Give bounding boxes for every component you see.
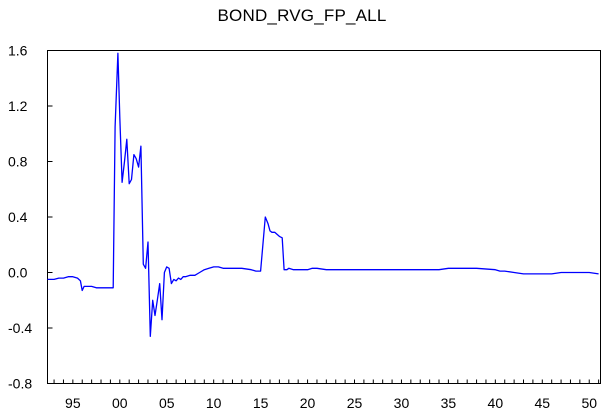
x-tick-label: 35 xyxy=(441,395,457,411)
y-tick-label: 0.4 xyxy=(8,209,28,225)
y-tick-label: 1.6 xyxy=(8,43,28,59)
x-tick-label: 10 xyxy=(206,395,222,411)
y-tick-label: 0.0 xyxy=(8,265,28,281)
chart-title: BOND_RVG_FP_ALL xyxy=(217,6,387,25)
y-tick-label: 0.8 xyxy=(8,154,28,170)
x-tick-label: 30 xyxy=(394,395,410,411)
y-tick-label: 1.2 xyxy=(8,98,28,114)
x-tick-label: 25 xyxy=(347,395,363,411)
x-axis: 95 00 05 10 15 20 25 30 35 40 45 50 xyxy=(53,379,600,411)
x-tick-label: 05 xyxy=(159,395,175,411)
x-tick-label: 20 xyxy=(300,395,316,411)
y-tick-label: -0.8 xyxy=(8,376,32,392)
series-line xyxy=(47,52,599,337)
x-tick-label: 45 xyxy=(535,395,551,411)
x-tick-label: 95 xyxy=(65,395,81,411)
plot-frame xyxy=(47,50,601,384)
x-tick-label: 40 xyxy=(488,395,504,411)
x-tick-label: 00 xyxy=(112,395,128,411)
y-axis: -0.8 -0.4 0.0 0.4 0.8 1.2 1.6 xyxy=(8,43,53,392)
x-tick-label: 50 xyxy=(581,395,597,411)
x-tick-label: 15 xyxy=(253,395,269,411)
y-tick-label: -0.4 xyxy=(8,320,32,336)
